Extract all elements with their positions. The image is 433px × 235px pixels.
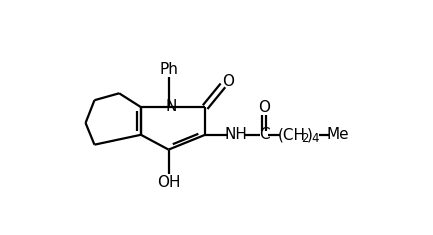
Text: 2: 2 <box>301 132 309 145</box>
Text: N: N <box>166 99 177 114</box>
Text: 4: 4 <box>311 132 319 145</box>
Text: O: O <box>222 74 234 89</box>
Text: O: O <box>259 100 271 115</box>
Text: C: C <box>259 127 270 142</box>
Text: (CH: (CH <box>278 127 306 142</box>
Text: ): ) <box>307 127 313 142</box>
Text: Ph: Ph <box>159 62 178 77</box>
Text: Me: Me <box>326 127 349 142</box>
Text: OH: OH <box>157 175 180 190</box>
Text: NH: NH <box>224 127 247 142</box>
